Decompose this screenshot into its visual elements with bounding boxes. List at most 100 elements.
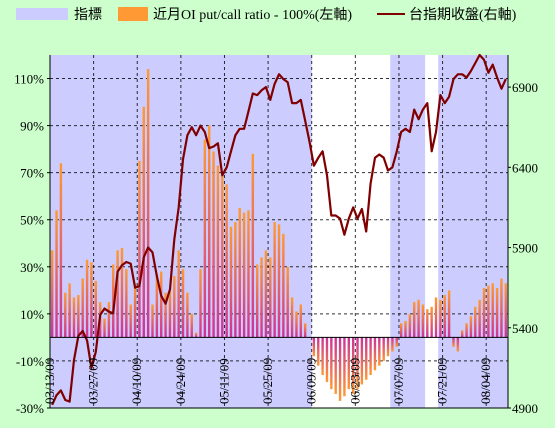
put-call-bar bbox=[59, 163, 63, 338]
put-call-bar bbox=[216, 165, 220, 338]
right-tick-label: 6400 bbox=[512, 160, 538, 175]
legend-label-bar: 近月OI put/call ratio - 100%(左軸) bbox=[153, 7, 352, 23]
put-call-bar bbox=[421, 304, 425, 338]
put-call-bar bbox=[68, 283, 71, 338]
put-call-bar bbox=[55, 210, 58, 338]
legend: 指標 近月OI put/call ratio - 100%(左軸) 台指期收盤(… bbox=[16, 7, 517, 23]
put-call-bar bbox=[103, 318, 106, 338]
legend-swatch-bar bbox=[118, 7, 148, 21]
put-call-bar bbox=[168, 290, 172, 338]
put-call-bar bbox=[138, 160, 141, 338]
legend-swatch-band bbox=[16, 8, 68, 20]
put-call-bar bbox=[151, 304, 154, 338]
x-tick-label: 04/10/09 bbox=[129, 358, 144, 404]
put-call-bar bbox=[295, 311, 298, 338]
put-call-bar bbox=[77, 295, 80, 338]
put-call-bar bbox=[417, 299, 420, 338]
put-call-bar bbox=[116, 250, 119, 338]
put-call-bar bbox=[242, 212, 246, 338]
put-call-bar bbox=[286, 266, 289, 338]
put-call-bar bbox=[269, 257, 272, 338]
put-call-bar bbox=[399, 323, 403, 338]
put-call-bar bbox=[155, 273, 159, 338]
indicator-band-1 bbox=[390, 55, 426, 408]
put-call-bar bbox=[434, 297, 438, 338]
put-call-bar bbox=[81, 278, 84, 338]
put-call-bar bbox=[199, 269, 202, 338]
put-call-bar bbox=[378, 337, 381, 366]
x-tick-label: 07/07/09 bbox=[391, 358, 406, 404]
put-call-bar bbox=[487, 285, 490, 338]
legend-label-line: 台指期收盤(右軸) bbox=[409, 7, 517, 23]
left-tick-label: -10% bbox=[16, 354, 44, 369]
put-call-bar bbox=[504, 283, 508, 338]
put-call-bar bbox=[247, 210, 250, 338]
put-call-bar bbox=[447, 290, 451, 338]
put-call-bar bbox=[465, 323, 468, 338]
put-call-bar bbox=[351, 337, 355, 394]
put-call-bar bbox=[334, 337, 337, 394]
put-call-bar bbox=[64, 292, 67, 338]
put-call-bar bbox=[203, 139, 207, 338]
put-call-bar bbox=[443, 295, 446, 338]
put-call-bar bbox=[164, 292, 167, 338]
put-call-bar bbox=[430, 306, 433, 338]
x-tick-label: 03/13/09 bbox=[42, 358, 57, 404]
put-call-bar bbox=[282, 233, 285, 338]
indicator-band-2 bbox=[438, 55, 508, 408]
put-call-bar bbox=[72, 297, 76, 338]
x-tick-label: 08/04/09 bbox=[478, 358, 493, 404]
put-call-bar bbox=[343, 337, 346, 397]
left-tick-label: 30% bbox=[20, 260, 44, 275]
x-tick-label: 05/11/09 bbox=[216, 358, 231, 404]
put-call-bar bbox=[321, 337, 324, 376]
put-call-bar bbox=[452, 337, 455, 347]
put-call-bar bbox=[426, 309, 429, 338]
put-call-bar bbox=[386, 337, 390, 357]
put-call-bar bbox=[251, 153, 255, 338]
put-call-bar bbox=[273, 222, 276, 338]
put-call-bar bbox=[413, 302, 416, 338]
put-call-bar bbox=[194, 332, 198, 338]
put-call-bar bbox=[491, 283, 494, 338]
x-tick-label: 04/24/09 bbox=[173, 358, 188, 404]
put-call-bar bbox=[360, 337, 364, 385]
left-tick-label: -30% bbox=[16, 401, 44, 416]
x-tick-label: 07/21/09 bbox=[435, 358, 450, 404]
put-call-bar bbox=[478, 299, 481, 338]
x-tick-label: 06/23/09 bbox=[347, 358, 362, 404]
put-call-bar bbox=[229, 226, 233, 338]
put-call-bar bbox=[482, 287, 486, 338]
x-tick-label: 03/27/09 bbox=[86, 358, 101, 404]
put-call-bar bbox=[190, 313, 193, 338]
put-call-bar bbox=[120, 247, 124, 338]
left-tick-label: 70% bbox=[20, 166, 44, 181]
put-call-bar bbox=[456, 337, 460, 352]
put-call-bar bbox=[461, 330, 464, 338]
left-tick-label: 50% bbox=[20, 213, 44, 228]
put-call-bar bbox=[90, 262, 93, 338]
put-call-bar bbox=[94, 280, 97, 338]
put-call-bar bbox=[50, 250, 54, 338]
right-tick-label: 6900 bbox=[512, 80, 538, 95]
put-call-bar bbox=[303, 323, 307, 338]
put-call-bar bbox=[212, 151, 215, 338]
put-call-bar bbox=[395, 337, 398, 347]
put-call-bar bbox=[317, 337, 320, 366]
put-call-bar bbox=[260, 257, 263, 338]
put-call-bar bbox=[238, 207, 241, 338]
put-call-bar bbox=[338, 337, 342, 401]
put-call-bar bbox=[495, 287, 499, 338]
put-call-bar bbox=[173, 276, 176, 338]
put-call-bar bbox=[221, 172, 224, 338]
put-call-bar bbox=[439, 299, 442, 338]
x-tick-label: 06/09/09 bbox=[304, 358, 319, 404]
put-call-bar bbox=[208, 125, 211, 338]
put-call-bar bbox=[112, 264, 115, 338]
right-tick-label: 4900 bbox=[512, 401, 538, 416]
put-call-bar bbox=[369, 337, 372, 376]
put-call-bar bbox=[225, 184, 228, 338]
put-call-bar bbox=[312, 337, 316, 357]
put-call-bar bbox=[330, 337, 333, 390]
